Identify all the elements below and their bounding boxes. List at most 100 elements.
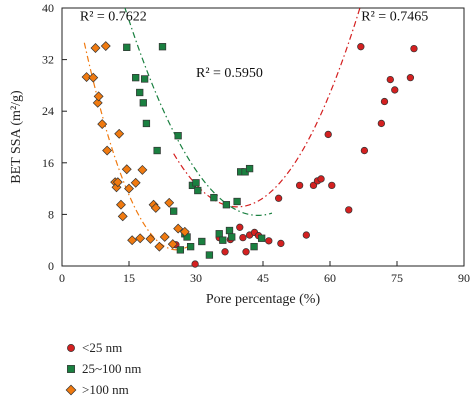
data-point xyxy=(123,43,131,51)
r-squared-label: R² = 0.7622 xyxy=(80,9,147,24)
data-point xyxy=(410,44,418,53)
data-point xyxy=(250,243,258,251)
data-point xyxy=(191,260,199,268)
data-point xyxy=(97,119,108,130)
y-axis-title: BET SSA (m²/g) xyxy=(9,90,24,184)
data-point xyxy=(245,164,254,173)
y-tick-label: 16 xyxy=(42,156,54,170)
data-point xyxy=(158,43,167,51)
annotations: R² = 0.7622 R² = 0.5950 R² = 0.7465 xyxy=(80,9,428,81)
data-point xyxy=(192,179,200,187)
fit-curve-series-2 xyxy=(124,8,273,216)
data-point xyxy=(150,203,161,213)
y-tick-label: 24 xyxy=(42,104,54,118)
fit-curves xyxy=(83,8,361,251)
fit-curve-series-3 xyxy=(83,42,188,251)
data-point xyxy=(386,75,394,84)
data-point xyxy=(406,74,415,82)
data-point xyxy=(324,130,332,139)
data-point xyxy=(186,243,195,251)
legend-marker xyxy=(65,384,77,396)
data-point xyxy=(242,248,250,256)
data-point xyxy=(130,177,141,188)
data-point xyxy=(228,233,236,241)
legend-label: <25 nm xyxy=(82,340,122,355)
data-point xyxy=(137,164,148,175)
data-point xyxy=(112,177,123,188)
x-tick-label: 60 xyxy=(324,271,336,285)
data-point xyxy=(117,211,128,222)
data-point xyxy=(142,119,151,128)
data-point xyxy=(164,197,175,208)
data-point xyxy=(233,197,241,206)
data-point xyxy=(167,239,178,250)
y-tick-label: 32 xyxy=(42,53,54,67)
data-point xyxy=(135,233,146,244)
y-tick-label: 8 xyxy=(48,207,54,221)
data-point xyxy=(219,236,227,244)
data-point xyxy=(102,145,113,156)
data-point xyxy=(377,119,386,128)
data-point xyxy=(239,233,247,242)
data-point xyxy=(145,233,156,244)
data-point xyxy=(121,164,132,175)
legend-label: 25~100 nm xyxy=(82,361,141,376)
data-point xyxy=(360,146,369,155)
data-point xyxy=(194,186,202,195)
data-point xyxy=(153,146,161,155)
legend-marker xyxy=(67,344,75,352)
plot-area-border xyxy=(61,7,465,267)
axes: 0 15 30 45 60 75 90 0 8 16 24 32 40 xyxy=(42,1,470,285)
legend: <25 nm 25~100 nm >100 nm xyxy=(65,340,141,397)
data-point xyxy=(317,175,325,183)
x-tick-label: 15 xyxy=(123,271,135,285)
x-tick-label: 75 xyxy=(391,271,403,285)
r-squared-label: R² = 0.5950 xyxy=(196,66,263,81)
data-point xyxy=(236,223,244,231)
data-point xyxy=(309,181,318,190)
data-point xyxy=(92,97,103,108)
data-point xyxy=(345,206,353,214)
y-tick-label: 0 xyxy=(48,259,54,273)
data-point xyxy=(210,193,218,202)
data-point xyxy=(100,41,111,52)
data-point xyxy=(90,43,101,53)
legend-label: >100 nm xyxy=(82,382,129,397)
data-point xyxy=(302,231,310,239)
data-point xyxy=(380,97,389,106)
data-point xyxy=(111,182,122,193)
data-point xyxy=(81,72,92,82)
data-point xyxy=(222,201,231,209)
data-point xyxy=(154,241,165,252)
data-point xyxy=(114,128,125,139)
data-point xyxy=(124,183,134,194)
data-point xyxy=(136,88,144,97)
x-tick-label: 0 xyxy=(59,271,65,285)
r-squared-label: R² = 0.7465 xyxy=(361,9,428,24)
x-tick-label: 45 xyxy=(257,271,269,285)
data-point xyxy=(174,132,182,140)
data-point xyxy=(93,91,104,102)
data-point xyxy=(127,235,138,246)
data-point xyxy=(225,226,234,235)
data-point xyxy=(132,74,140,82)
data-point xyxy=(277,239,285,248)
x-tick-label: 90 xyxy=(458,271,470,285)
data-point xyxy=(215,230,223,238)
x-tick-label: 30 xyxy=(190,271,202,285)
data-point xyxy=(116,199,126,210)
data-point xyxy=(179,226,190,237)
data-point xyxy=(198,237,206,246)
y-tick-label: 40 xyxy=(42,1,54,15)
data-point xyxy=(265,237,273,245)
data-point xyxy=(357,43,365,51)
data-point xyxy=(176,246,185,254)
data-point xyxy=(295,181,304,190)
data-point xyxy=(205,251,214,259)
data-points xyxy=(81,41,418,268)
x-axis-title: Pore percentage (%) xyxy=(206,292,321,307)
data-point xyxy=(140,75,149,83)
data-point xyxy=(170,207,178,215)
